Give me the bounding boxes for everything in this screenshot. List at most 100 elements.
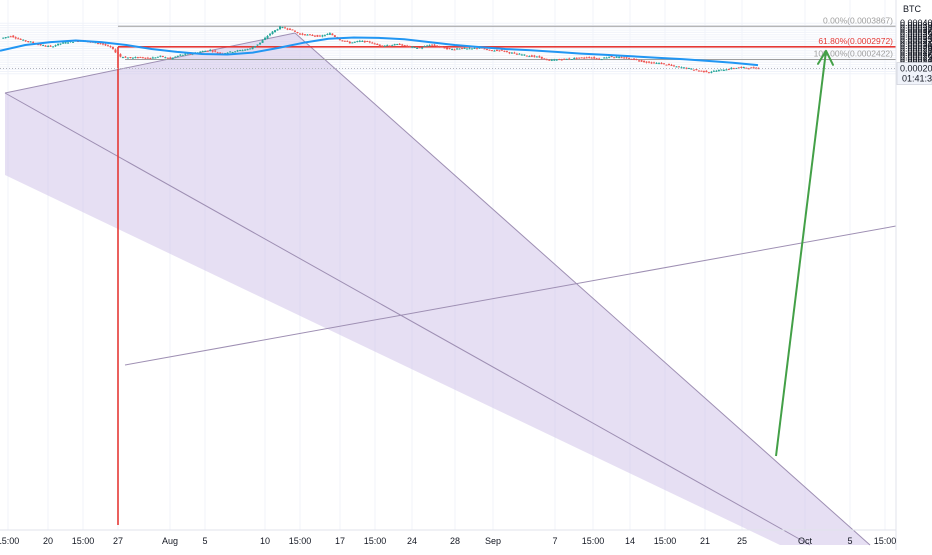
candle-down [498, 50, 501, 52]
candle-up [356, 40, 359, 43]
falling-wedge-pattern[interactable] [4, 32, 897, 546]
candle-up [156, 56, 159, 58]
candle-up [204, 50, 207, 52]
price-tick-label: 0.0002900 [900, 44, 932, 54]
price-tag-box [896, 62, 932, 85]
candle-up [259, 42, 262, 46]
fib-level-label: 100.00%(0.0002422) [814, 48, 894, 58]
time-tick-label: 27 [113, 536, 123, 546]
candle-up [231, 51, 234, 53]
candle-down [488, 49, 491, 51]
candle-up [608, 56, 611, 59]
candle-down [96, 43, 99, 45]
price-tick-label: 0.0002700 [900, 48, 932, 58]
candle-up [655, 62, 658, 64]
candle-up [712, 69, 715, 72]
candle-down [593, 56, 596, 60]
candle-down [301, 32, 304, 36]
candle-up [361, 40, 364, 43]
candle-up [710, 70, 713, 74]
candle-down [106, 44, 109, 47]
candle-up [411, 45, 414, 49]
candle-down [558, 58, 561, 61]
candle-up [29, 41, 32, 43]
candle-down [461, 48, 464, 50]
projection-arrow[interactable] [775, 49, 834, 457]
candle-down [206, 50, 209, 52]
candle-up [520, 53, 523, 56]
candle-down [545, 58, 548, 61]
candle-up [151, 56, 154, 59]
candle-down [563, 58, 566, 60]
fib-level-label: 0.00%(0.0003867) [823, 15, 893, 25]
fib-level-label: 61.80%(0.0002972) [818, 36, 893, 46]
candle-down [431, 44, 434, 47]
candle-down [14, 36, 17, 40]
candle-down [508, 51, 511, 55]
time-tick-label: 15:00 [582, 536, 605, 546]
candle-down [672, 64, 675, 67]
candle-down [161, 55, 164, 58]
time-axis[interactable]: 15:00 20 15:00 27 Aug 5 10 15:00 17 15:00 24 28 Sep 7… [0, 529, 896, 546]
candle-up [416, 47, 419, 49]
candle-up [279, 25, 282, 30]
candle-up [326, 33, 329, 36]
candle-down [598, 57, 601, 60]
candle-down [560, 58, 563, 61]
candle-down [757, 67, 760, 70]
candle-down [436, 45, 439, 47]
projection-arrow-shaft [775, 50, 827, 457]
time-tick-label: 17 [335, 536, 345, 546]
candle-down [293, 30, 296, 32]
candle-up [164, 56, 167, 59]
candle-down [286, 27, 289, 31]
candle-up [251, 46, 254, 50]
candle-down [129, 56, 132, 59]
candle-down [438, 45, 441, 48]
fibonacci-retracement[interactable]: 0.00%(0.0003867) 61.80%(0.0002972) 100.00%… [117, 15, 896, 525]
price-tick-label: 0.0003200 [900, 37, 932, 47]
candle-down [101, 43, 104, 46]
candle-down [136, 56, 139, 59]
candle-down [316, 34, 319, 37]
candle-down [139, 56, 142, 58]
candle-up [199, 51, 202, 53]
candle-down [685, 67, 688, 70]
candle-up [391, 44, 394, 47]
wedge-upper-trendline [294, 32, 871, 546]
candle-down [104, 43, 107, 46]
candle-down [443, 46, 446, 49]
candle-up [675, 66, 678, 68]
price-tick-label: 0.0003000 [900, 41, 932, 51]
time-tick-label: 15:00 [72, 536, 95, 546]
candle-up [159, 55, 162, 58]
candle-down [169, 56, 172, 60]
candle-down [303, 34, 306, 36]
candle-up [229, 51, 232, 53]
price-tick-label: 0.0003500 [900, 30, 932, 40]
time-tick-label: Oct [798, 536, 813, 546]
price-tick-label: 0.0003900 [900, 21, 932, 31]
candle-up [550, 58, 553, 62]
candle-down [211, 49, 214, 53]
candle-down [363, 40, 366, 43]
candle-down [747, 67, 750, 70]
candle-down [590, 56, 593, 59]
price-tick-label: 0.0003300 [900, 34, 932, 44]
time-tick-label: 15:00 [654, 536, 677, 546]
candle-up [658, 62, 661, 65]
candle-up [261, 39, 264, 43]
time-tick-label: 20 [43, 536, 53, 546]
candle-up [2, 37, 5, 39]
candle-up [722, 69, 725, 71]
candle-down [653, 61, 656, 64]
candle-up [264, 36, 267, 41]
candle-down [398, 43, 401, 45]
candle-down [585, 56, 588, 59]
candle-down [732, 67, 735, 70]
candle-up [121, 56, 124, 59]
candle-up [276, 28, 279, 31]
candle-down [525, 55, 528, 57]
candle-down [418, 46, 421, 49]
